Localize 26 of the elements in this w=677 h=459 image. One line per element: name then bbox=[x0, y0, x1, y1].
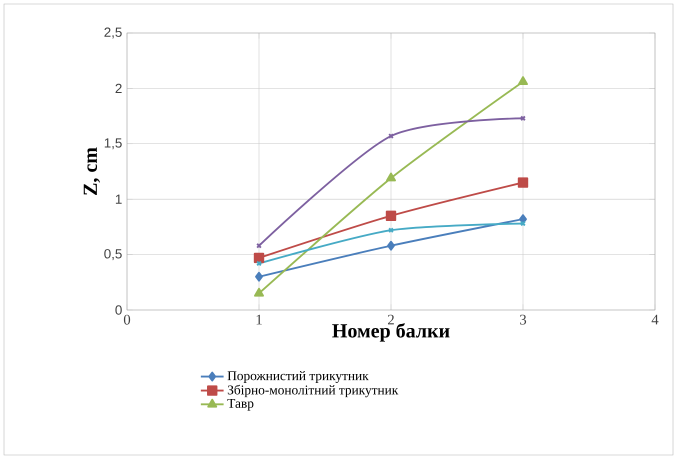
x-tick-label: 3 bbox=[520, 314, 526, 325]
point bbox=[386, 210, 396, 222]
point bbox=[518, 76, 528, 86]
x-tick-label: 1 bbox=[256, 314, 262, 324]
y-tick-label: 2,5 bbox=[104, 27, 122, 39]
point bbox=[387, 240, 395, 251]
x-tick-label: 2 bbox=[388, 314, 394, 324]
y-tick-label: 1,5 bbox=[104, 138, 122, 150]
y-axis-title: Z, cm bbox=[84, 147, 100, 195]
point bbox=[386, 172, 396, 182]
x-axis-title: Номер балки bbox=[332, 323, 450, 342]
y-tick-label: 2 bbox=[116, 84, 122, 94]
point bbox=[254, 252, 264, 264]
point bbox=[254, 288, 264, 297]
point bbox=[388, 227, 394, 234]
legend-label: Порожнистий трикутник bbox=[228, 370, 369, 383]
y-tick-label: 0 bbox=[115, 305, 122, 315]
point bbox=[518, 177, 528, 188]
y-tick-label: 0,5 bbox=[104, 249, 122, 260]
y-tick-label: 1 bbox=[116, 194, 122, 204]
legend-label: Тавр bbox=[227, 398, 254, 411]
legend-label: Збірно-монолітний трикутник bbox=[228, 384, 398, 398]
point bbox=[388, 133, 394, 139]
x-tick-label: 0 bbox=[124, 314, 130, 325]
point bbox=[255, 272, 263, 282]
x-tick-label: 4 bbox=[652, 314, 658, 324]
